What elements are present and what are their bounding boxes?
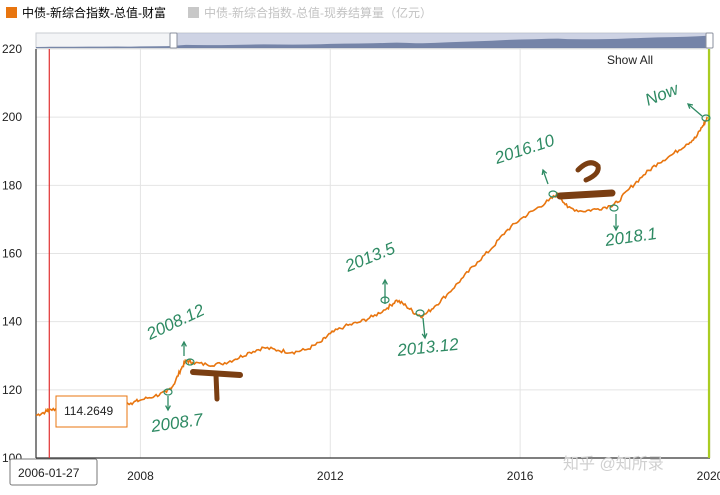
show-all-button[interactable]: Show All — [607, 53, 653, 67]
annotation-arrow-2016-10 — [542, 169, 549, 185]
y-tick-label-160: 160 — [2, 247, 22, 261]
annotation-arrowhead-now — [686, 103, 694, 109]
annotation-circle-2016-10 — [548, 190, 558, 198]
annotation-arrowhead-2008-12 — [181, 340, 187, 347]
navigator-right-handle[interactable] — [705, 32, 714, 49]
annotation-circle-2013-5 — [380, 296, 390, 304]
legend-item-wealth-index[interactable]: 中债-新综合指数-总值-财富 — [6, 4, 166, 21]
annotation-label-2018-1: 2018.1 — [603, 224, 658, 250]
legend-swatch-wealth-index — [6, 6, 17, 18]
y-tick-label-140: 140 — [2, 315, 22, 329]
handwritten-highlighter-marks — [190, 160, 616, 402]
x-tick-label-2016: 2016 — [507, 469, 534, 483]
y-tick-label-120: 120 — [2, 383, 22, 397]
legend: 中债-新综合指数-总值-财富 中债-新综合指数-总值-现券结算量（亿元） — [6, 2, 432, 22]
y-tick-label-220: 220 — [2, 42, 22, 56]
x-tick-label-2008: 2008 — [127, 469, 154, 483]
annotation-circle-2013-12 — [415, 309, 425, 317]
legend-swatch-settlement-volume — [188, 6, 199, 18]
annotation-circle-2008-7 — [163, 388, 173, 396]
legend-label-wealth-index: 中债-新综合指数-总值-财富 — [22, 5, 166, 20]
annotation-2013-5: 2013.5 — [341, 238, 398, 304]
annotation-arrow-2013-12 — [422, 317, 426, 339]
annotation-2013-12: 2013.12 — [395, 309, 460, 360]
annotation-now: Now — [642, 79, 711, 122]
annotation-arrowhead-2013-5 — [382, 278, 388, 285]
crosshair-date-label: 2006-01-27 — [9, 458, 98, 486]
annotation-arrow-now — [687, 103, 703, 117]
y-tick-label-200: 200 — [2, 110, 22, 124]
annotation-label-2013-12: 2013.12 — [395, 335, 460, 360]
annotation-label-2008-7: 2008.7 — [149, 410, 205, 436]
annotation-arrowhead-2018-1 — [613, 225, 619, 232]
value-tooltip: 114.2649 — [55, 395, 128, 428]
date-label-box — [9, 458, 98, 486]
range-navigator[interactable] — [35, 32, 714, 49]
annotation-arrowhead-2008-7 — [165, 405, 171, 412]
x-tick-label-2012: 2012 — [317, 469, 344, 483]
annotation-arrowhead-2016-10 — [541, 168, 548, 176]
legend-label-settlement-volume: 中债-新综合指数-总值-现券结算量（亿元） — [204, 5, 432, 20]
watermark: 知乎 @知所录 — [563, 455, 664, 473]
annotation-2008-12: 2008.12 — [143, 300, 208, 366]
annotation-circle-2008-12 — [185, 358, 195, 366]
annotation-label-now: Now — [642, 79, 682, 110]
legend-item-settlement-volume[interactable]: 中债-新综合指数-总值-现券结算量（亿元） — [188, 4, 432, 21]
annotation-2018-1: 2018.1 — [603, 204, 658, 250]
handwritten-mark-1 — [190, 369, 243, 402]
handwritten-annotations: 2008.12 2008.7 2013.5 2013.12 2016.10 2018.1 N… — [143, 79, 711, 436]
annotation-arrowhead-2013-12 — [421, 333, 428, 340]
tooltip-value: 114.2649 — [64, 404, 113, 418]
annotation-circle-2018-1 — [609, 204, 619, 212]
date-label-text: 2006-01-27 — [18, 466, 80, 480]
navigator-series-area — [36, 35, 708, 48]
series-line-wealth-index — [35, 116, 708, 417]
annotation-2016-10: 2016.10 — [491, 131, 558, 198]
tooltip-box — [55, 395, 128, 428]
navigator-left-handle[interactable] — [169, 32, 178, 49]
annotation-circle-now — [701, 114, 711, 122]
handwritten-mark-2 — [556, 160, 616, 200]
annotation-label-2016-10: 2016.10 — [491, 131, 557, 169]
annotation-label-2013-5: 2013.5 — [341, 238, 398, 276]
y-tick-label-180: 180 — [2, 178, 22, 192]
